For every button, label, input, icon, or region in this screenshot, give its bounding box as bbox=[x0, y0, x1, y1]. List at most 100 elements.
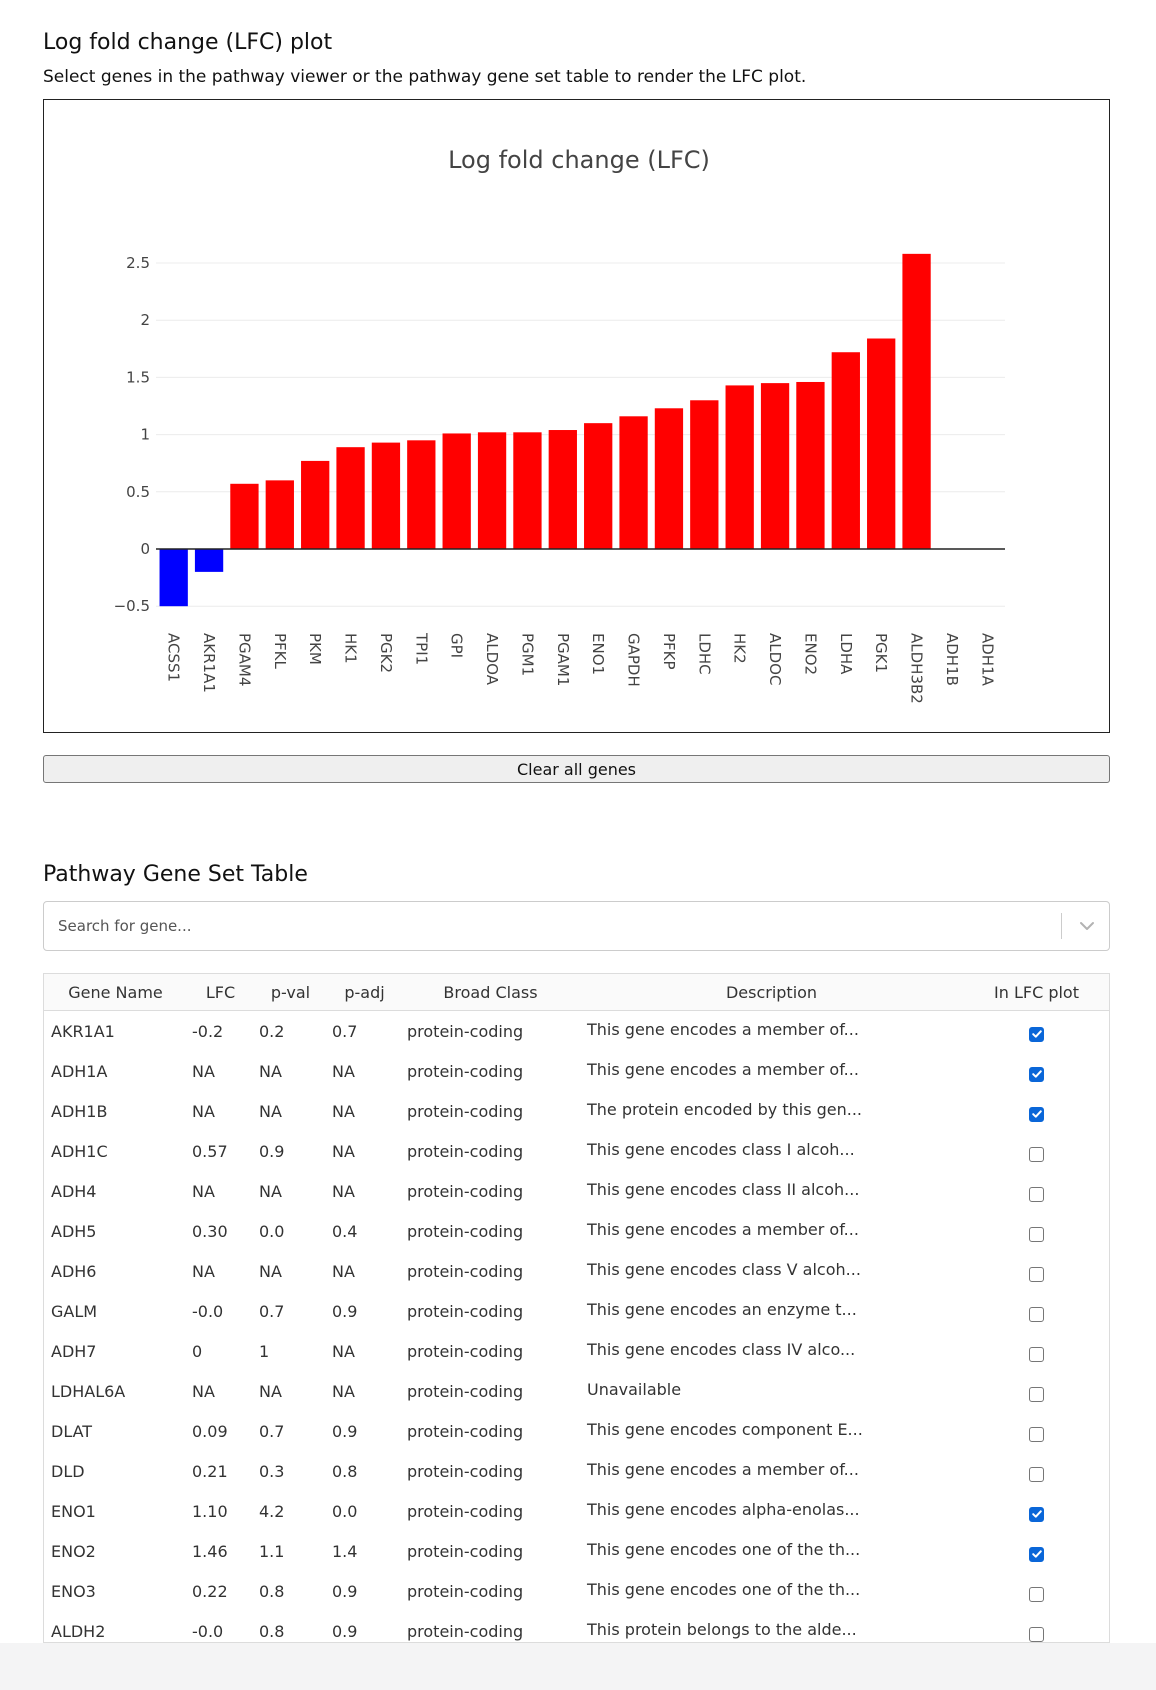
p-val-cell: 0.3 bbox=[259, 1461, 285, 1481]
p-val-cell: 1 bbox=[259, 1341, 270, 1361]
description-cell: This gene encodes class II alcoh... bbox=[587, 1179, 860, 1199]
broad-class-cell: protein-coding bbox=[407, 1621, 524, 1641]
x-tick-label: AKR1A1 bbox=[200, 633, 218, 693]
p-adj-cell: 0.9 bbox=[332, 1301, 358, 1321]
in-lfc-plot-cell bbox=[964, 1291, 1109, 1331]
description-cell: Unavailable bbox=[587, 1379, 682, 1399]
bar-pgk2 bbox=[371, 442, 401, 549]
in-lfc-plot-cell bbox=[964, 1371, 1109, 1411]
lfc-cell: 0.09 bbox=[192, 1421, 228, 1441]
in-lfc-plot-checkbox[interactable] bbox=[1029, 1186, 1044, 1202]
p-val-cell: NA bbox=[259, 1061, 282, 1081]
bar-pgk1 bbox=[867, 338, 896, 549]
p-adj-cell: 0.9 bbox=[332, 1421, 358, 1441]
gene-name-cell: AKR1A1 bbox=[51, 1021, 115, 1041]
x-tick-label: PGAM4 bbox=[235, 633, 253, 686]
x-tick-label: ACSS1 bbox=[165, 633, 183, 682]
in-lfc-plot-checkbox[interactable] bbox=[1029, 1466, 1044, 1482]
table-row: ENO3 0.22 0.8 0.9 protein-coding This gene en… bbox=[44, 1571, 1109, 1611]
bar-pfkp bbox=[654, 408, 684, 549]
in-lfc-plot-checkbox[interactable] bbox=[1029, 1626, 1044, 1642]
description-cell: The protein encoded by this gen... bbox=[587, 1099, 863, 1119]
checkmark-icon bbox=[1031, 1070, 1042, 1078]
in-lfc-plot-cell bbox=[964, 1131, 1109, 1171]
lfc-cell: -0.2 bbox=[192, 1021, 224, 1041]
broad-class-cell: protein-coding bbox=[407, 1581, 524, 1601]
x-tick-label: PGK1 bbox=[872, 633, 890, 673]
table-row: ADH1C 0.57 0.9 NA protein-coding This gene en… bbox=[44, 1131, 1109, 1171]
lfc-cell: 0.21 bbox=[192, 1461, 228, 1481]
x-tick-label: PFKP bbox=[660, 633, 678, 670]
p-val-cell: NA bbox=[259, 1381, 282, 1401]
bar-pfkl bbox=[265, 480, 294, 549]
y-tick-label: 1 bbox=[140, 426, 150, 444]
x-tick-label: ALDH3B2 bbox=[908, 633, 926, 704]
gene-name-cell: ADH1C bbox=[51, 1141, 108, 1161]
description-cell: This gene encodes one of the th... bbox=[587, 1539, 861, 1559]
column-header-lfc[interactable]: LFC bbox=[187, 974, 254, 1011]
bar-aldoc bbox=[760, 383, 790, 549]
broad-class-cell: protein-coding bbox=[407, 1021, 524, 1041]
p-adj-cell: 0.7 bbox=[332, 1021, 358, 1041]
in-lfc-plot-checkbox[interactable] bbox=[1029, 1426, 1044, 1442]
pathway-gene-set-table: Gene Name LFC p-val p-adj Broad Class De… bbox=[43, 973, 1110, 1643]
clear-all-genes-button[interactable]: Clear all genes bbox=[43, 755, 1110, 783]
chevron-down-icon[interactable] bbox=[1076, 914, 1098, 938]
table-row: DLD 0.21 0.3 0.8 protein-coding This gene enc… bbox=[44, 1451, 1109, 1491]
in-lfc-plot-checkbox[interactable] bbox=[1029, 1266, 1044, 1282]
in-lfc-plot-cell bbox=[964, 1171, 1109, 1211]
bar-eno1 bbox=[584, 423, 613, 549]
y-tick-label: 2 bbox=[140, 311, 150, 329]
in-lfc-plot-cell bbox=[964, 1411, 1109, 1451]
broad-class-cell: protein-coding bbox=[407, 1221, 524, 1241]
column-header-in-lfc-plot[interactable]: In LFC plot bbox=[964, 974, 1109, 1011]
description-cell: This gene encodes a member of... bbox=[587, 1459, 859, 1479]
x-tick-label: ENO1 bbox=[589, 633, 607, 675]
x-tick-label: ENO2 bbox=[801, 633, 819, 675]
in-lfc-plot-checkbox[interactable] bbox=[1029, 1506, 1044, 1522]
table-row: ENO1 1.10 4.2 0.0 protein-coding This gene en… bbox=[44, 1491, 1109, 1531]
description-cell: This gene encodes class I alcoh... bbox=[587, 1139, 855, 1159]
in-lfc-plot-checkbox[interactable] bbox=[1029, 1106, 1044, 1122]
x-tick-label: HK1 bbox=[342, 633, 360, 664]
in-lfc-plot-checkbox[interactable] bbox=[1029, 1226, 1044, 1242]
table-row: AKR1A1 -0.2 0.2 0.7 protein-coding This gene … bbox=[44, 1011, 1109, 1052]
table-section-title: Pathway Gene Set Table bbox=[43, 862, 308, 887]
table-header-row: Gene Name LFC p-val p-adj Broad Class De… bbox=[44, 974, 1109, 1011]
in-lfc-plot-cell bbox=[964, 1091, 1109, 1131]
table-row: LDHAL6A NA NA NA protein-coding Unavailable bbox=[44, 1371, 1109, 1411]
x-tick-label: ALDOC bbox=[766, 633, 784, 685]
in-lfc-plot-checkbox[interactable] bbox=[1029, 1546, 1044, 1562]
p-val-cell: NA bbox=[259, 1101, 282, 1121]
gene-name-cell: ENO3 bbox=[51, 1581, 96, 1601]
gene-name-cell: ALDH2 bbox=[51, 1621, 106, 1641]
in-lfc-plot-checkbox[interactable] bbox=[1029, 1306, 1044, 1322]
broad-class-cell: protein-coding bbox=[407, 1101, 524, 1121]
in-lfc-plot-checkbox[interactable] bbox=[1029, 1346, 1044, 1362]
x-tick-label: PGAM1 bbox=[554, 633, 572, 686]
broad-class-cell: protein-coding bbox=[407, 1141, 524, 1161]
gene-name-cell: ADH7 bbox=[51, 1341, 97, 1361]
in-lfc-plot-checkbox[interactable] bbox=[1029, 1146, 1044, 1162]
table-row: ADH4 NA NA NA protein-coding This gene encode… bbox=[44, 1171, 1109, 1211]
in-lfc-plot-checkbox[interactable] bbox=[1029, 1026, 1044, 1042]
p-adj-cell: NA bbox=[332, 1381, 355, 1401]
description-cell: This gene encodes one of the th... bbox=[587, 1579, 861, 1599]
gene-search-input[interactable] bbox=[45, 903, 1045, 949]
bar-tpi1 bbox=[407, 440, 436, 549]
column-header-p-adj[interactable]: p-adj bbox=[327, 974, 402, 1011]
column-header-p-val[interactable]: p-val bbox=[254, 974, 327, 1011]
column-header-broad-class[interactable]: Broad Class bbox=[402, 974, 579, 1011]
broad-class-cell: protein-coding bbox=[407, 1461, 524, 1481]
broad-class-cell: protein-coding bbox=[407, 1341, 524, 1361]
gene-name-cell: LDHAL6A bbox=[51, 1381, 126, 1401]
in-lfc-plot-checkbox[interactable] bbox=[1029, 1066, 1044, 1082]
gene-search-select[interactable] bbox=[43, 901, 1110, 951]
x-tick-label: GAPDH bbox=[625, 633, 643, 687]
column-header-gene-name[interactable]: Gene Name bbox=[44, 974, 187, 1011]
column-header-description[interactable]: Description bbox=[579, 974, 964, 1011]
description-cell: This protein belongs to the alde... bbox=[587, 1619, 857, 1639]
in-lfc-plot-checkbox[interactable] bbox=[1029, 1586, 1044, 1602]
lfc-section-title: Log fold change (LFC) plot bbox=[43, 30, 333, 55]
in-lfc-plot-checkbox[interactable] bbox=[1029, 1386, 1044, 1402]
